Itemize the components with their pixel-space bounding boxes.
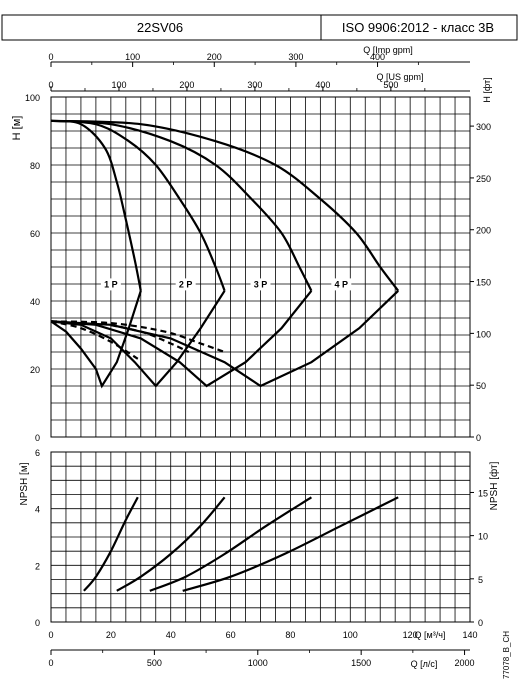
head-frame: [50, 96, 471, 438]
imp-tick-label: 300: [288, 52, 303, 62]
head-y2-label: H [фт]: [482, 77, 492, 102]
npsh-curve-1: [83, 496, 139, 592]
npsh-y2-label: NPSH [фт]: [488, 461, 500, 510]
head-y2-tick-label: 250: [476, 174, 491, 184]
npsh-y2-tick-label: 10: [478, 532, 488, 542]
head-y-tick-label: 80: [30, 161, 40, 171]
head-y-tick-label: 40: [30, 297, 40, 307]
head-y2-tick-label: 300: [476, 122, 491, 132]
npsh-y-tick-label: 6: [35, 448, 40, 458]
curve-label-bg: [175, 278, 196, 291]
m3h-tick-label: 40: [166, 630, 176, 640]
us-tick-label: 300: [247, 80, 262, 90]
m3h-axis-label: Q [м³/ч]: [415, 630, 446, 640]
head-curve-3: [50, 119, 313, 292]
ls-tick-label: 1500: [351, 658, 371, 668]
curve-label-text: 2 P: [179, 279, 193, 289]
head-y-tick-label: 60: [30, 229, 40, 239]
head-y2-tick-label: 200: [476, 226, 491, 236]
curve-label-bg: [331, 278, 352, 291]
efficiency-curve-2: [50, 290, 226, 388]
ls-tick-label: 0: [48, 658, 53, 668]
head-curve-4: [50, 119, 400, 292]
header-frame: [1, 14, 518, 41]
head-y2-tick-label: 100: [476, 329, 491, 339]
curve-label-1: 1 P: [100, 278, 121, 291]
side-code: 77078_B_CH: [502, 631, 511, 679]
ls-tick-label: 2000: [455, 658, 475, 668]
ls-axis-label: Q [л/с]: [411, 659, 438, 669]
head-y2-tick-label: 0: [476, 433, 481, 443]
m3h-tick-label: 80: [285, 630, 295, 640]
imp-axis-label: Q [Imp gpm]: [363, 45, 413, 55]
npsh-y-tick-label: 2: [35, 561, 40, 571]
head-y-label: H [м]: [11, 116, 23, 141]
curve-label-bg: [100, 278, 121, 291]
m3h-tick-label: 120: [403, 630, 418, 640]
us-tick-label: 0: [48, 80, 53, 90]
npsh-curve-2: [116, 496, 226, 592]
head-y-tick-label: 0: [35, 433, 40, 443]
us-tick-label: 400: [315, 80, 330, 90]
npsh-y2-tick-label: 5: [478, 575, 483, 585]
npsh-y-tick-label: 0: [35, 618, 40, 628]
imp-tick-label: 400: [370, 52, 385, 62]
curve-label-bg: [250, 278, 271, 291]
standard-title: ISO 9906:2012 - класс 3B: [342, 20, 494, 35]
m3h-tick-label: 140: [462, 630, 477, 640]
model-title: 22SV06: [137, 20, 183, 35]
imp-tick-label: 0: [48, 52, 53, 62]
npsh-curve-3: [149, 496, 312, 592]
curve-label-text: 3 P: [254, 279, 268, 289]
imp-tick-label: 200: [207, 52, 222, 62]
curve-label-text: 1 P: [104, 279, 118, 289]
dashed-curve-1: [50, 320, 139, 360]
us-tick-label: 500: [383, 80, 398, 90]
curve-label-text: 4 P: [335, 279, 349, 289]
head-y2-tick-label: 150: [476, 278, 491, 288]
us-tick-label: 200: [179, 80, 194, 90]
npsh-frame: [50, 451, 471, 623]
npsh-y2-tick-label: 0: [478, 618, 483, 628]
head-curve-2: [50, 119, 226, 292]
npsh-y2-tick-label: 15: [478, 488, 488, 498]
m3h-tick-label: 20: [106, 630, 116, 640]
dashed-curve-3: [50, 320, 225, 354]
efficiency-curve-3: [50, 290, 313, 388]
curve-label-2: 2 P: [175, 278, 196, 291]
head-curve-1: [50, 119, 142, 292]
npsh-y-tick-label: 4: [35, 505, 40, 515]
m3h-tick-label: 60: [226, 630, 236, 640]
ls-tick-label: 500: [147, 658, 162, 668]
m3h-tick-label: 0: [48, 630, 53, 640]
head-y-tick-label: 20: [30, 365, 40, 375]
npsh-grid: [50, 451, 471, 623]
imp-tick-label: 100: [125, 52, 140, 62]
ls-tick-label: 1000: [248, 658, 268, 668]
head-y-tick-label: 100: [25, 93, 40, 103]
us-axis-label: Q [US gpm]: [376, 72, 423, 82]
npsh-y-label: NPSH [м]: [19, 462, 30, 505]
curve-label-3: 3 P: [250, 278, 271, 291]
m3h-tick-label: 100: [343, 630, 358, 640]
npsh-curve-4: [182, 496, 399, 592]
us-tick-label: 100: [111, 80, 126, 90]
head-y2-tick-label: 50: [476, 381, 486, 391]
curve-label-4: 4 P: [331, 278, 352, 291]
